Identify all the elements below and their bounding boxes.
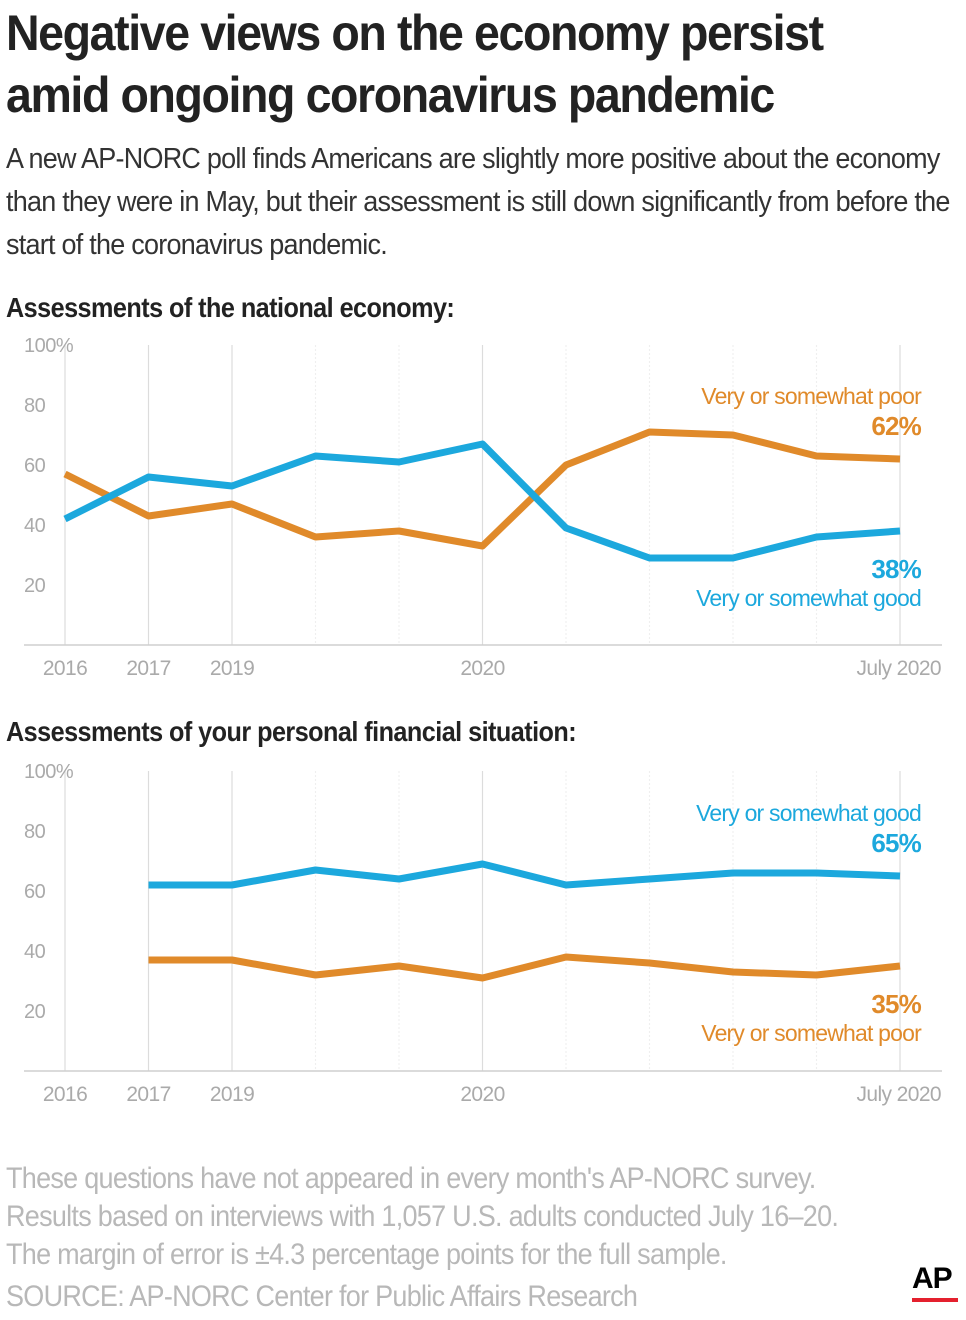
y-tick-label: 100% [24, 761, 74, 783]
national-economy-chart: 100% 80 60 40 20 2016 2017 2019 2020 July 2020 Ver… [24, 335, 942, 680]
y-tick-label: 60 [24, 455, 46, 477]
ap-logo: AP [912, 1262, 960, 1302]
y-tick-label: 20 [24, 1001, 46, 1023]
series-line-good [148, 860, 901, 889]
footnotes: These questions have not appeared in eve… [6, 1160, 951, 1316]
x-tick-label: 2016 [43, 657, 87, 680]
series-end-value-good: 65% [871, 828, 921, 858]
chart-1-title: Assessments of the national economy: [6, 292, 455, 323]
source: SOURCE: AP-NORC Center for Public Affair… [6, 1280, 638, 1313]
series-label-good: Very or somewhat good [696, 585, 921, 611]
y-tick-label: 100% [24, 335, 74, 357]
x-tick-label: 2016 [43, 1083, 87, 1106]
note: Results based on interviews with 1,057 U… [6, 1200, 839, 1233]
series-label-good: Very or somewhat good [696, 800, 921, 826]
x-tick-label: 2019 [210, 657, 254, 680]
y-tick-label: 20 [24, 575, 46, 597]
personal-finance-chart: 100% 80 60 40 20 2016 2017 2019 2020 July 2020 Ver… [24, 761, 942, 1106]
series-end-value-poor: 35% [871, 989, 921, 1019]
y-tick-label: 40 [24, 941, 46, 963]
x-tick-label: 2017 [126, 1083, 170, 1106]
series-line-poor [148, 953, 901, 982]
series-label-poor: Very or somewhat poor [701, 383, 922, 409]
y-tick-label: 80 [24, 395, 46, 417]
x-tick-label: 2017 [126, 657, 170, 680]
x-tick-label: 2020 [460, 657, 504, 680]
chart-2-title: Assessments of your personal financial s… [6, 716, 577, 747]
x-tick-label: July 2020 [857, 1083, 942, 1106]
series-end-value-good: 38% [871, 554, 921, 584]
y-tick-label: 40 [24, 515, 46, 537]
page-title: Negative views on the economy persist am… [6, 5, 824, 123]
x-tick-label: 2019 [210, 1083, 254, 1106]
y-tick-label: 60 [24, 881, 46, 903]
y-tick-label: 80 [24, 821, 46, 843]
subtitle: A new AP-NORC poll finds Americans are s… [6, 143, 950, 261]
x-tick-label: 2020 [460, 1083, 504, 1106]
series-end-value-poor: 62% [871, 411, 921, 441]
note: These questions have not appeared in eve… [6, 1162, 816, 1195]
note: The margin of error is ±4.3 percentage p… [6, 1238, 727, 1271]
series-label-poor: Very or somewhat poor [701, 1020, 922, 1046]
x-tick-label: July 2020 [857, 657, 942, 680]
